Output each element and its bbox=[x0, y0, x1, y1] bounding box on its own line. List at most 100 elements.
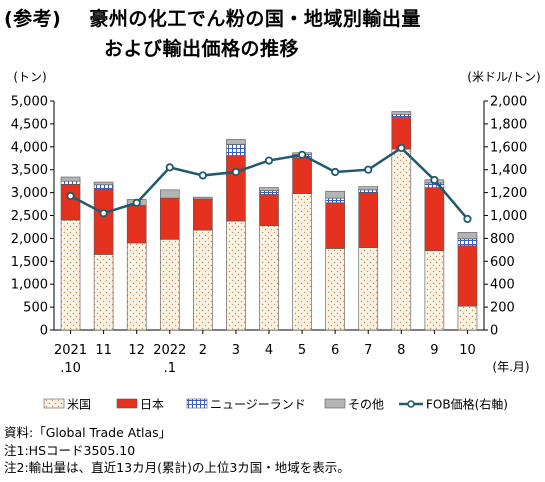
x-tick-label: 2022 bbox=[153, 343, 186, 358]
bar-segment-2 bbox=[325, 197, 345, 203]
legend-line-marker bbox=[407, 400, 415, 408]
fob-price-point bbox=[132, 198, 141, 208]
bar-segment-0 bbox=[159, 239, 180, 331]
fob-price-point bbox=[264, 156, 274, 165]
legend-swatch-3 bbox=[324, 398, 346, 409]
legend-label-3: その他 bbox=[348, 398, 384, 412]
fob-price-point bbox=[99, 209, 108, 218]
right-tick-label: 800 bbox=[490, 232, 515, 247]
fob-price-point bbox=[66, 191, 75, 201]
x-tick-label: 3 bbox=[232, 343, 240, 358]
notes-block: 資料:「Global Trade Atlas」 注1:HSコード3505.10 … bbox=[4, 424, 350, 477]
right-tick-label: 1,800 bbox=[490, 117, 527, 132]
bar-segment-3 bbox=[259, 187, 279, 192]
x-tick-label: 12 bbox=[128, 343, 145, 358]
legend-label-4: FOB価格(右軸) bbox=[426, 397, 508, 412]
right-tick-label: 2,000 bbox=[490, 95, 527, 110]
right-tick-label: 1,200 bbox=[490, 186, 527, 201]
left-tick-label: 4,000 bbox=[11, 140, 48, 155]
bar-segment-0 bbox=[126, 242, 147, 331]
bar-segment-3 bbox=[391, 111, 412, 115]
bar-segment-3 bbox=[93, 181, 114, 186]
bar-segment-0 bbox=[358, 247, 379, 331]
bar-segment-0 bbox=[226, 220, 246, 331]
bar-segment-0 bbox=[325, 248, 345, 331]
bar-segment-2 bbox=[259, 190, 279, 195]
bar-segment-0 bbox=[60, 219, 81, 331]
fob-price-point bbox=[198, 171, 207, 180]
bar-segment-1 bbox=[193, 198, 213, 231]
right-tick-label: 1,600 bbox=[490, 140, 527, 155]
chart-title-line2: および輸出価格の推移 bbox=[104, 38, 300, 60]
bar-segment-3 bbox=[358, 186, 379, 191]
bar-segment-2 bbox=[93, 184, 114, 190]
right-tick-label: 1,000 bbox=[490, 209, 527, 224]
bar-segment-2 bbox=[391, 113, 412, 118]
fob-price-point bbox=[297, 150, 307, 159]
bar-segment-1 bbox=[358, 192, 379, 248]
left-tick-label: 2,000 bbox=[11, 232, 48, 247]
bar-segment-1 bbox=[60, 184, 81, 221]
x-tick-label: 5 bbox=[298, 343, 306, 358]
bar-segment-2 bbox=[60, 180, 81, 185]
legend-label-1: 日本 bbox=[140, 398, 164, 412]
right-tick-label: 1,400 bbox=[490, 163, 527, 178]
bar-segment-3 bbox=[60, 176, 81, 182]
bar-segment-2 bbox=[358, 189, 379, 193]
fob-price-point bbox=[231, 167, 241, 177]
fob-price-point bbox=[397, 143, 406, 153]
left-tick-label: 3,000 bbox=[11, 186, 48, 201]
left-tick-label: 500 bbox=[23, 301, 48, 316]
note-1: 注1:HSコード3505.10 bbox=[4, 442, 136, 458]
x-tick-label: 2 bbox=[199, 343, 207, 358]
bar-segment-3 bbox=[325, 190, 345, 199]
bar-segment-2 bbox=[457, 238, 478, 247]
x-axis-unit: (年.月) bbox=[492, 360, 529, 374]
left-tick-label: 4,500 bbox=[11, 117, 48, 132]
x-tick-label: 6 bbox=[331, 343, 339, 358]
right-tick-label: 400 bbox=[490, 278, 515, 293]
bar-segment-1 bbox=[226, 155, 246, 222]
x-tick-label: 11 bbox=[95, 343, 112, 358]
right-tick-label: 200 bbox=[490, 301, 515, 316]
legend-swatch-1 bbox=[116, 398, 138, 409]
x-tick-label: 2021 bbox=[54, 343, 87, 358]
bar-segment-1 bbox=[159, 197, 180, 240]
legend-swatch-0 bbox=[43, 398, 65, 409]
bar-segment-3 bbox=[457, 232, 478, 240]
x-tick-label: 4 bbox=[265, 343, 273, 358]
left-tick-label: 5,000 bbox=[11, 95, 48, 110]
note-source: 資料:「Global Trade Atlas」 bbox=[4, 425, 172, 440]
legend-label-0: 米国 bbox=[67, 398, 91, 412]
chart-title-line1: (参考) 豪州の化工でん粉の国・地域別輸出量 bbox=[4, 4, 421, 31]
x-tick-label: 7 bbox=[364, 343, 372, 358]
right-tick-label: 600 bbox=[490, 255, 515, 270]
bar-segment-0 bbox=[457, 305, 478, 331]
bar-segment-1 bbox=[325, 202, 345, 249]
bar-segment-0 bbox=[391, 148, 412, 331]
bar-segment-3 bbox=[226, 139, 246, 145]
fob-price-point bbox=[364, 165, 373, 174]
bar-segment-0 bbox=[259, 225, 279, 331]
bar-segment-1 bbox=[259, 194, 279, 226]
legend-label-2: ニュージーランド bbox=[210, 398, 306, 412]
title-main: 豪州の化工でん粉の国・地域別輸出量 bbox=[89, 8, 421, 30]
fob-price-point bbox=[463, 214, 472, 224]
right-tick-label: 0 bbox=[490, 324, 498, 339]
right-axis-unit: (米ドル/トン) bbox=[467, 70, 540, 84]
title-prefix: (参考) bbox=[4, 8, 62, 30]
fob-price-point bbox=[165, 163, 174, 172]
left-tick-label: 0 bbox=[40, 324, 48, 339]
left-axis-unit: (トン) bbox=[13, 70, 46, 84]
fob-price-point bbox=[331, 167, 340, 177]
bar-segment-0 bbox=[424, 250, 445, 331]
note-2: 注2:輸出量は、直近13カ月(累計)の上位3カ国・地域を表示。 bbox=[4, 460, 350, 475]
x-tick-label: 10 bbox=[459, 343, 476, 358]
x-tick-sublabel: .10 bbox=[60, 361, 81, 376]
bar-segment-1 bbox=[457, 245, 478, 307]
bar-segment-1 bbox=[93, 189, 114, 255]
left-tick-label: 1,500 bbox=[11, 255, 48, 270]
left-tick-label: 3,500 bbox=[11, 163, 48, 178]
fob-price-point bbox=[430, 175, 439, 185]
